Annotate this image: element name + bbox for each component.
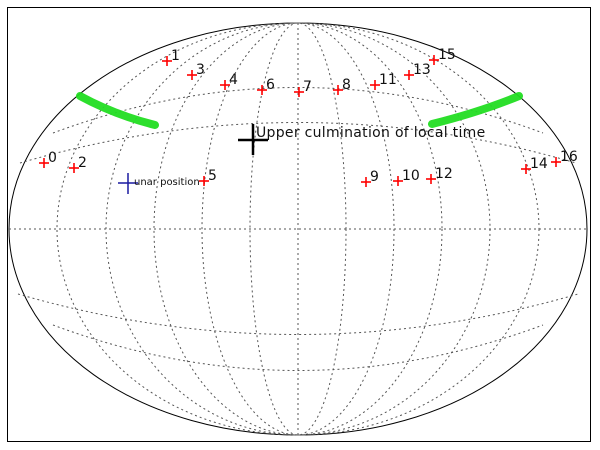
- marker-label-2: 2: [78, 155, 87, 171]
- zenith-cross: [238, 124, 268, 155]
- marker-16: 16: [551, 149, 578, 167]
- marker-0: 0: [39, 150, 57, 168]
- marker-8: 8: [333, 77, 351, 95]
- marker-label-12: 12: [435, 166, 453, 182]
- marker-label-8: 8: [342, 77, 351, 93]
- marker-1: 1: [162, 48, 180, 66]
- moon-label: unar position: [134, 177, 200, 188]
- marker-11: 11: [370, 72, 397, 90]
- band-left: [76, 92, 159, 129]
- marker-label-3: 3: [196, 62, 205, 78]
- marker-14: 14: [521, 156, 548, 174]
- marker-label-13: 13: [413, 62, 431, 78]
- marker-label-16: 16: [560, 149, 578, 165]
- marker-label-14: 14: [530, 156, 548, 172]
- marker-3: 3: [187, 62, 205, 80]
- marker-2: 2: [69, 155, 87, 173]
- marker-6: 6: [257, 77, 275, 95]
- marker-4: 4: [220, 72, 238, 90]
- marker-label-15: 15: [438, 47, 456, 63]
- moon-cross: [118, 173, 138, 194]
- plot-frame: [7, 7, 591, 442]
- marker-label-11: 11: [379, 72, 397, 88]
- marker-label-10: 10: [402, 168, 420, 184]
- meridian-grid: [56, 22, 540, 436]
- marker-label-6: 6: [266, 77, 275, 93]
- marker-10: 10: [393, 168, 420, 186]
- marker-13: 13: [404, 62, 431, 80]
- marker-label-0: 0: [48, 150, 57, 166]
- marker-5: 5: [199, 168, 217, 186]
- marker-label-7: 7: [303, 79, 312, 95]
- marker-label-1: 1: [171, 48, 180, 64]
- marker-label-4: 4: [229, 72, 238, 88]
- highlight-band: [76, 92, 523, 129]
- band-right: [428, 92, 523, 128]
- zenith-label: Upper culmination of local time: [256, 125, 486, 141]
- marker-15: 15: [429, 47, 456, 65]
- marker-label-5: 5: [208, 168, 217, 184]
- marker-7: 7: [294, 79, 312, 97]
- marker-label-9: 9: [370, 169, 379, 185]
- marker-9: 9: [361, 169, 379, 187]
- marker-12: 12: [426, 166, 453, 184]
